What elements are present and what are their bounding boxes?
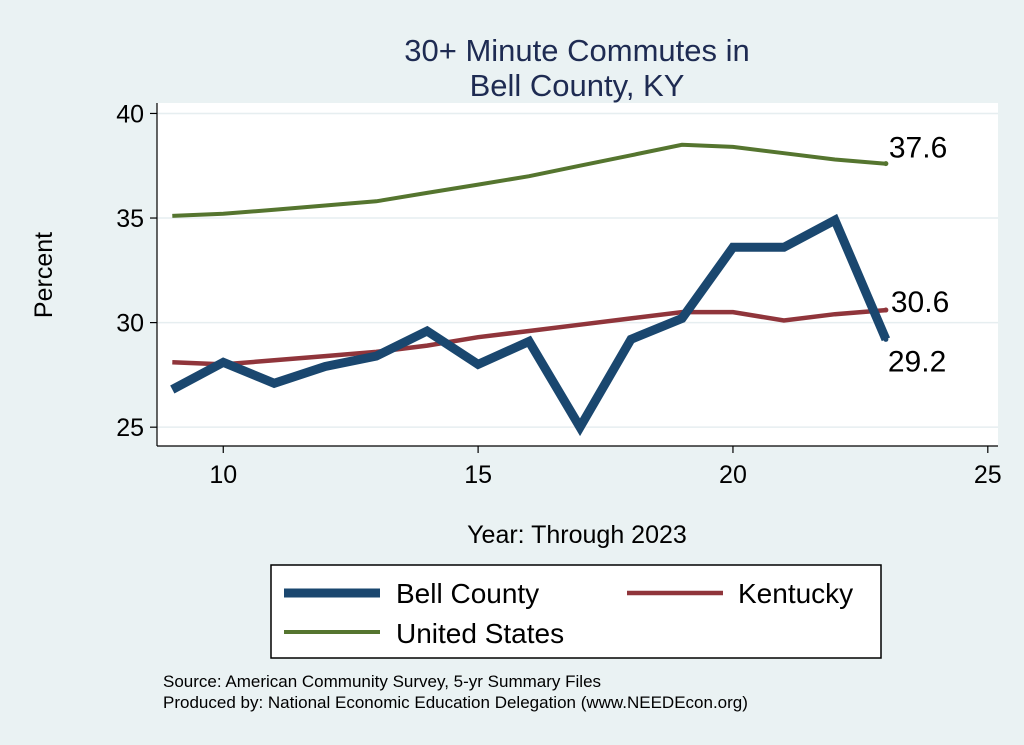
- end-point-kentucky: [883, 307, 889, 313]
- chart-title-line-1: 30+ Minute Commutes in: [404, 33, 749, 68]
- chart-title-line-2: Bell County, KY: [470, 68, 685, 103]
- y-tick-label: 30: [116, 310, 144, 338]
- y-axis-label: Percent: [30, 232, 58, 318]
- series-lines: [170, 142, 891, 437]
- x-tick-label: 10: [209, 461, 237, 489]
- end-label-united-states: 37.6: [889, 132, 947, 165]
- end-label-kentucky: 30.6: [891, 286, 949, 319]
- end-point-bell-county: [883, 336, 889, 342]
- y-tick-label: 40: [116, 100, 144, 128]
- series-line-united-states: [172, 142, 887, 218]
- legend-label-bell-county: Bell County: [396, 578, 539, 609]
- series-line-kentucky: [172, 307, 887, 367]
- legend-label-united-states: United States: [396, 618, 564, 649]
- axes: 25 30 35 40 10 15 20 25: [116, 100, 1002, 489]
- end-point-united-states: [883, 161, 889, 167]
- x-tick-label: 15: [464, 461, 492, 489]
- y-tick-label: 25: [116, 414, 144, 442]
- end-label-bell-county: 29.2: [888, 345, 946, 378]
- y-tick-label: 35: [116, 205, 144, 233]
- plot-area: [157, 103, 998, 446]
- source-note: Source: American Community Survey, 5-yr …: [163, 672, 601, 691]
- series-line-bell-county: [170, 213, 891, 437]
- legend-label-kentucky: Kentucky: [738, 578, 853, 609]
- x-axis-label: Year: Through 2023: [467, 521, 687, 549]
- legend-box: [270, 564, 882, 659]
- x-tick-label: 20: [719, 461, 747, 489]
- end-labels: 29.2 30.6 37.6: [888, 132, 949, 379]
- produced-by-note: Produced by: National Economic Education…: [163, 693, 748, 712]
- x-tick-label: 25: [974, 461, 1002, 489]
